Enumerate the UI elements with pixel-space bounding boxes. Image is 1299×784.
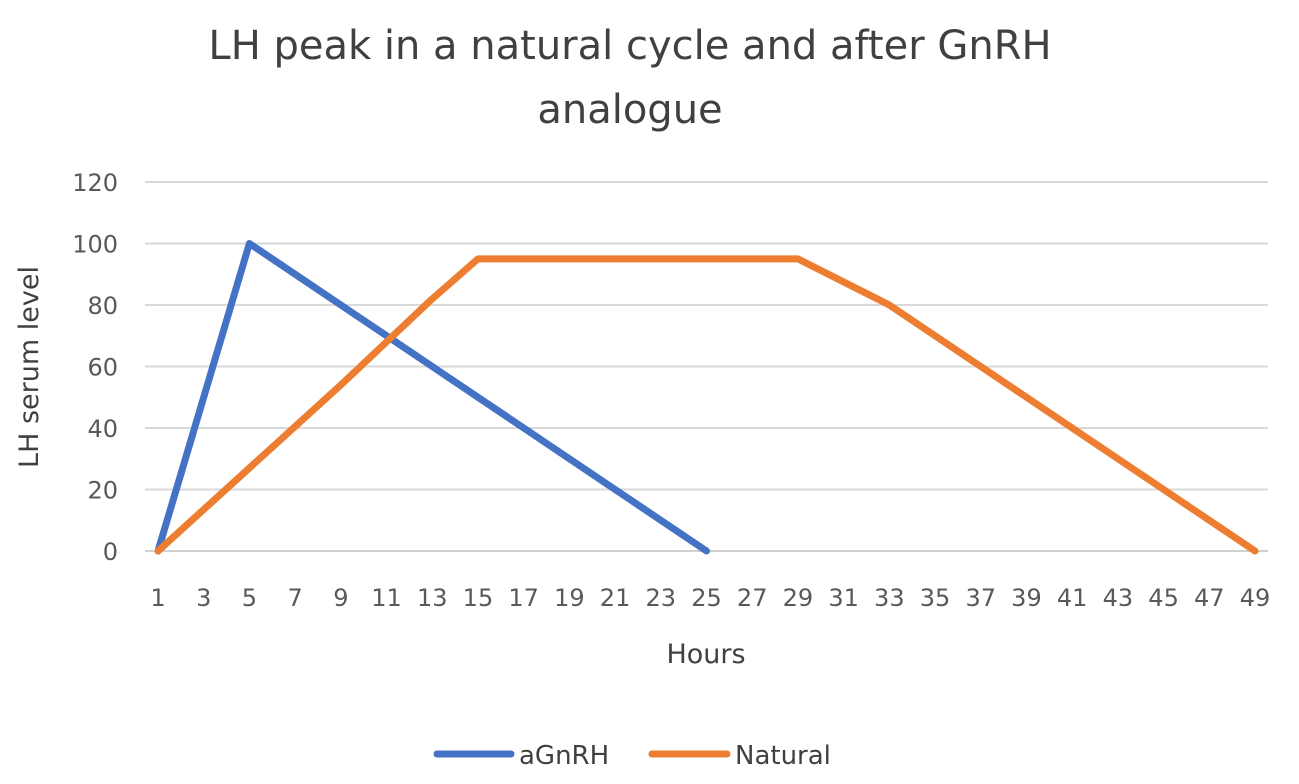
- x-tick-label: 11: [371, 584, 402, 612]
- x-tick-label: 9: [333, 584, 348, 612]
- series-layer: [154, 240, 1259, 555]
- x-tick-label: 19: [554, 584, 585, 612]
- x-tick-label: 25: [691, 584, 722, 612]
- x-tick-label: 27: [737, 584, 768, 612]
- legend-label-natural: Natural: [735, 741, 831, 771]
- x-tick-label: 45: [1148, 584, 1179, 612]
- x-tick-label: 7: [287, 584, 302, 612]
- x-tick-label: 1: [150, 584, 165, 612]
- x-tick-label: 17: [508, 584, 539, 612]
- chart-title: LH peak in a natural cycle and after GnR…: [208, 23, 1052, 133]
- x-tick-label: 29: [783, 584, 814, 612]
- legend-label-agnrh: aGnRH: [519, 741, 609, 771]
- gridlines: [145, 181, 1268, 552]
- x-tick-label: 47: [1194, 584, 1225, 612]
- y-axis-ticks: 0 20 40 60 80 100 120: [72, 169, 118, 566]
- y-tick-label: 20: [87, 477, 118, 505]
- x-axis-title: Hours: [666, 639, 745, 670]
- y-tick-label: 100: [72, 231, 118, 259]
- x-tick-label: 31: [828, 584, 859, 612]
- y-tick-label: 80: [87, 292, 118, 320]
- x-tick-label: 13: [417, 584, 448, 612]
- x-tick-label: 3: [196, 584, 211, 612]
- x-tick-label: 33: [874, 584, 905, 612]
- x-tick-label: 5: [242, 584, 257, 612]
- x-tick-label: 37: [965, 584, 996, 612]
- x-tick-label: 21: [600, 584, 631, 612]
- series-line-natural: [154, 255, 1259, 555]
- x-tick-label: 35: [920, 584, 951, 612]
- x-tick-label: 49: [1240, 584, 1271, 612]
- y-tick-label: 0: [103, 538, 118, 566]
- y-axis-title: LH serum level: [14, 266, 45, 468]
- y-tick-label: 40: [87, 415, 118, 443]
- x-axis-ticks: 1 3 5 7 9 11 13 15 17 19 21 23 25 27 29 31 33 35 37 39 41 43 4…: [150, 584, 1270, 612]
- x-tick-label: 41: [1057, 584, 1088, 612]
- legend: aGnRH Natural: [433, 741, 831, 771]
- x-tick-label: 23: [646, 584, 677, 612]
- x-tick-label: 15: [463, 584, 494, 612]
- x-tick-label: 43: [1103, 584, 1134, 612]
- x-tick-label: 39: [1011, 584, 1042, 612]
- series-line-agnrh: [154, 240, 710, 555]
- y-tick-label: 120: [72, 169, 118, 197]
- y-tick-label: 60: [87, 354, 118, 382]
